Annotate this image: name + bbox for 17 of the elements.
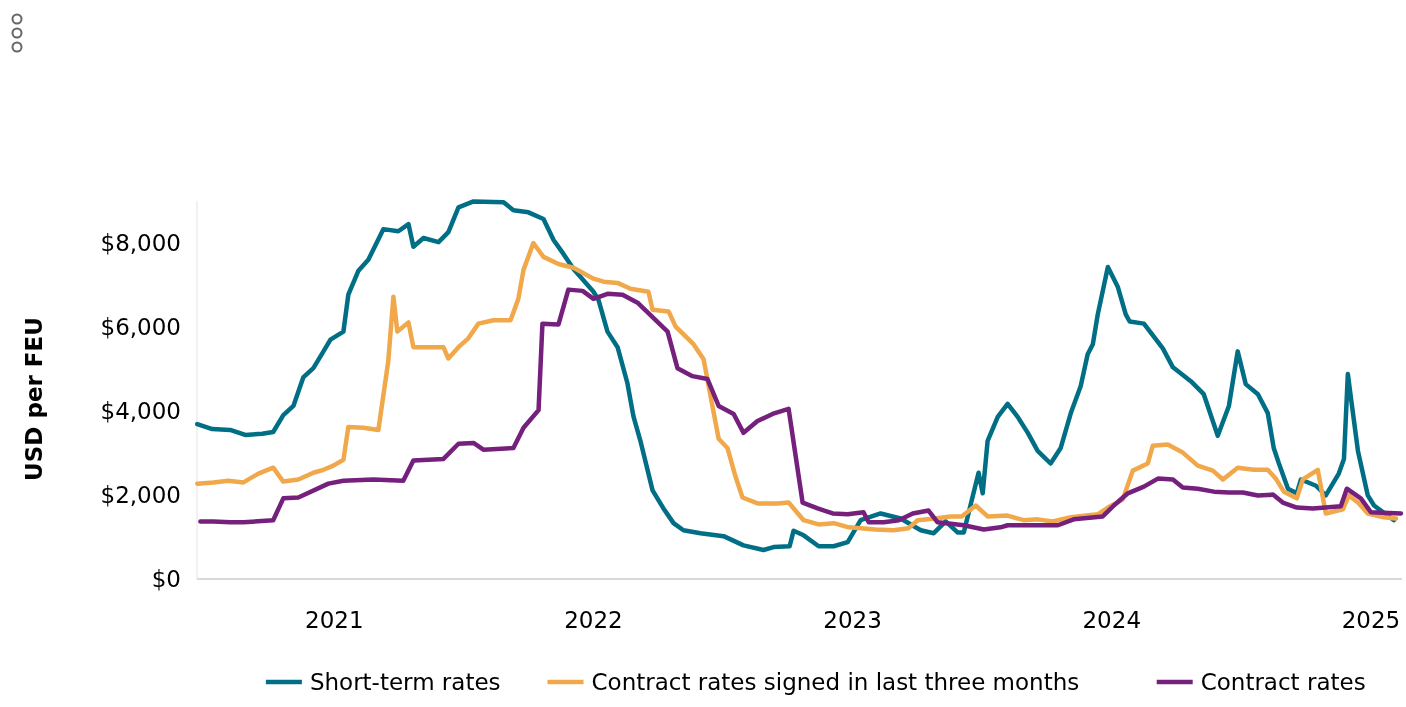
y-tick-label: $8,000 xyxy=(100,230,181,257)
x-tick-label: 2025 xyxy=(1341,607,1401,633)
x-tick-label: 2023 xyxy=(823,607,882,633)
x-tick-label: 2024 xyxy=(1082,607,1142,633)
y-tick-label: $6,000 xyxy=(100,314,181,341)
y-axis-title: USD per FEU xyxy=(21,317,47,481)
y-tick-label: $2,000 xyxy=(100,482,181,509)
x-tick-label: 2022 xyxy=(564,607,623,633)
x-tick-label: 2021 xyxy=(305,607,364,633)
line-series xyxy=(195,199,1397,553)
line-series xyxy=(198,287,1404,532)
y-tick-label: $4,000 xyxy=(100,398,181,425)
y-tick-label: $0 xyxy=(151,566,181,593)
line-series xyxy=(195,240,1399,533)
legend-label: Short-term rates xyxy=(309,669,501,695)
legend-label: Contract rates signed in last three months xyxy=(591,669,1080,695)
legend-label: Contract rates xyxy=(1200,669,1366,695)
